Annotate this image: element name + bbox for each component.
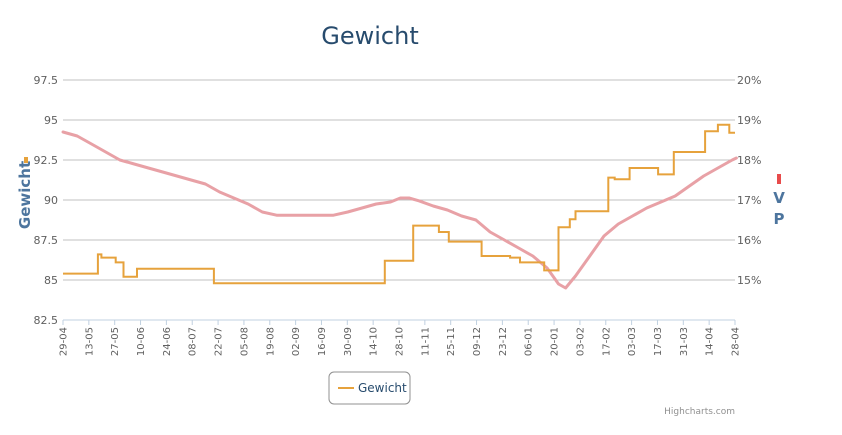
- left-tick-label: 87.5: [34, 234, 59, 247]
- x-tick-label: 20-01: [550, 327, 561, 356]
- x-tick-label: 17-02: [601, 327, 612, 356]
- x-tick-label: 05-08: [239, 327, 250, 356]
- x-tick-label: 14-04: [705, 327, 716, 356]
- x-tick-label: 09-12: [472, 327, 483, 356]
- left-axis-title: Gewicht: [16, 161, 34, 229]
- x-tick-label: 23-12: [498, 327, 509, 356]
- x-tick-label: 31-03: [679, 327, 690, 356]
- right-axis-title-letter-p: P: [774, 210, 785, 228]
- left-tick-label: 82.5: [34, 314, 59, 327]
- x-tick-label: 06-01: [524, 327, 535, 356]
- x-tick-label: 30-09: [343, 327, 354, 356]
- x-tick-label: 24-06: [162, 327, 173, 356]
- x-tick-label: 14-10: [369, 327, 380, 356]
- x-tick-label: 27-05: [110, 327, 121, 356]
- x-tick-label: 29-04: [59, 327, 70, 356]
- x-axis-ticks: 29-04 13-05 27-05 10-06 24-06 08-07 22-07 05-08…: [59, 320, 742, 356]
- legend-box: [328, 371, 411, 405]
- right-tick-label: 17%: [737, 194, 761, 207]
- x-tick-label: 25-11: [446, 327, 457, 356]
- series-line-gewicht: [63, 123, 735, 285]
- x-tick-label: 02-09: [291, 327, 302, 356]
- right-axis-ticks: 15% 16% 17% 18% 19% 20%: [737, 74, 761, 287]
- right-axis-title-letter-v: V: [773, 189, 785, 207]
- legend-label-gewicht[interactable]: Gewicht: [358, 381, 407, 395]
- x-tick-label: 10-06: [136, 327, 147, 356]
- right-axis-title-marker: [777, 174, 781, 184]
- left-tick-label: 90: [44, 194, 58, 207]
- left-tick-label: 92.5: [34, 154, 59, 167]
- x-tick-label: 03-02: [575, 327, 586, 356]
- left-tick-label: 85: [44, 274, 58, 287]
- x-tick-label: 19-08: [265, 327, 276, 356]
- legend[interactable]: Gewicht: [328, 371, 411, 405]
- x-tick-label: 17-03: [653, 327, 664, 356]
- chart-title: Gewicht: [321, 22, 418, 50]
- right-tick-label: 19%: [737, 114, 761, 127]
- x-tick-label: 28-04: [731, 327, 742, 356]
- right-tick-label: 20%: [737, 74, 761, 87]
- right-tick-label: 15%: [737, 274, 761, 287]
- series-line-fat-percentage: [61, 130, 738, 290]
- x-tick-label: 03-03: [627, 327, 638, 356]
- x-tick-label: 13-05: [84, 327, 95, 356]
- left-tick-label: 97.5: [34, 74, 59, 87]
- left-tick-label: 95: [44, 114, 58, 127]
- x-tick-label: 08-07: [188, 327, 199, 356]
- grid-lines: [63, 79, 735, 321]
- left-axis-ticks: 82.5 85 87.5 90 92.5 95 97.5: [34, 74, 59, 327]
- right-tick-label: 16%: [737, 234, 761, 247]
- x-tick-label: 28-10: [395, 327, 406, 356]
- right-tick-label: 18%: [737, 154, 761, 167]
- x-tick-label: 16-09: [317, 327, 328, 356]
- left-axis-title-marker: [24, 157, 28, 163]
- credits-link[interactable]: Highcharts.com: [664, 407, 735, 417]
- x-tick-label: 22-07: [214, 327, 225, 356]
- x-tick-label: 11-11: [420, 327, 431, 356]
